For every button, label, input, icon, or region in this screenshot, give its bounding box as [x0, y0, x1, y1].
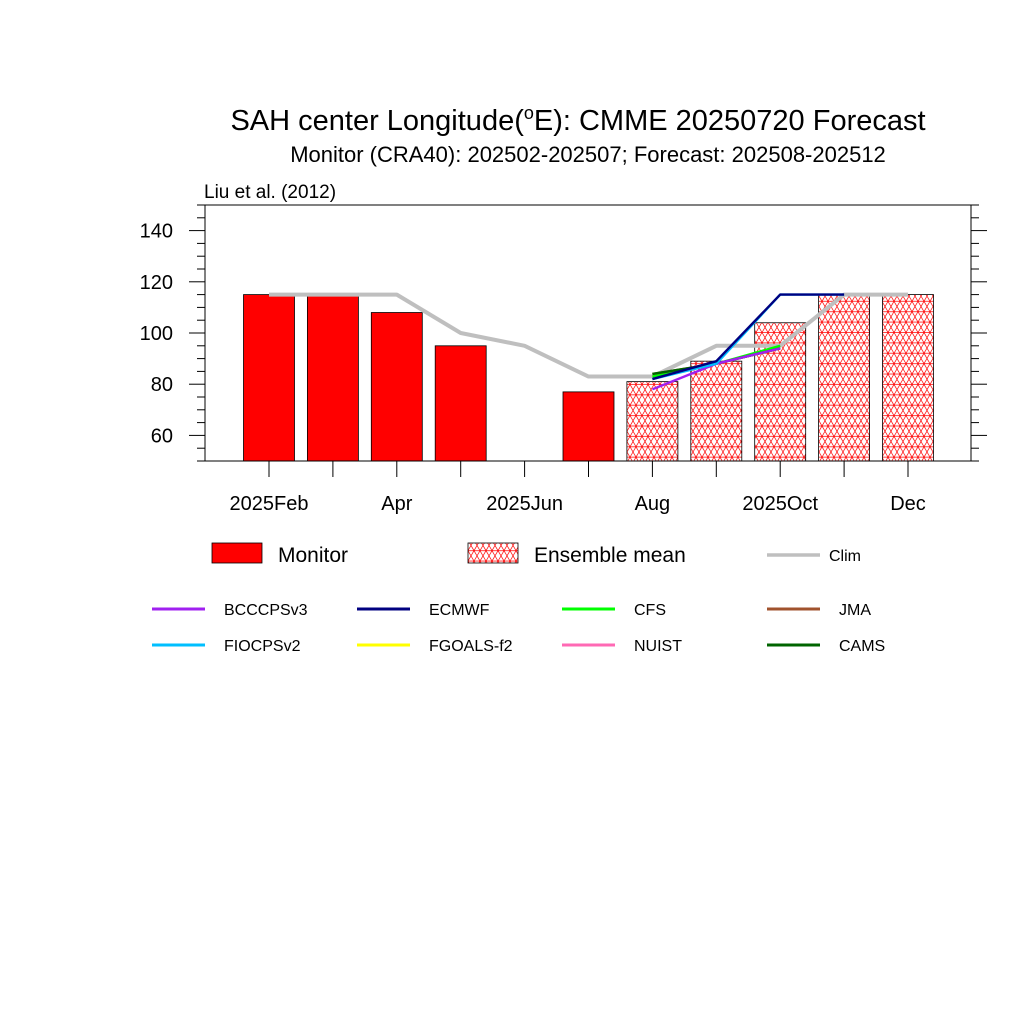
model-legend: BCCCPSv3 ECMWF CFS JMA FIOCPSv2 FGOALS-f2 NUIS… [152, 602, 885, 655]
legend: Monitor Ensemble mean Clim [211, 542, 861, 567]
ensemble-mean-bar [882, 294, 934, 462]
x-tick-label: 2025Oct [742, 493, 818, 515]
legend-label-fgoals-f2: FGOALS-f2 [429, 638, 513, 655]
y-tick-label: 80 [151, 374, 173, 396]
ensemble-mean-bar [626, 381, 679, 462]
x-tick-label: Dec [890, 493, 926, 515]
model-line-fiocpsv2 [652, 293, 845, 381]
x-tick-label: 2025Jun [486, 493, 563, 515]
legend-clim-label: Clim [829, 548, 861, 565]
legend-monitor-label: Monitor [278, 544, 348, 567]
legend-label-fiocpsv2: FIOCPSv2 [224, 638, 301, 655]
axes-layer: 60 80 100 120 140 2025Feb Apr 2025Jun Aug 2025Oct… [140, 204, 987, 515]
x-tick-label: Apr [381, 493, 412, 515]
models-layer [651, 293, 845, 391]
y-tick-label: 100 [140, 323, 173, 345]
legend-label-cams: CAMS [839, 638, 885, 655]
legend-label-ecmwf: ECMWF [429, 602, 490, 619]
model-line-ecmwf [652, 293, 845, 381]
legend-label-jma: JMA [839, 602, 871, 619]
monitor-bar [562, 391, 615, 462]
x-tick-label: Aug [635, 493, 671, 515]
chart-subtitle: Monitor (CRA40): 202502-202507; Forecast… [290, 142, 886, 167]
monitor-bar [434, 345, 487, 462]
legend-ensemble-swatch [467, 542, 519, 564]
corner-label: Liu et al. (2012) [204, 182, 336, 203]
clim-line [269, 292, 908, 379]
ensemble-mean-bar [818, 294, 870, 462]
monitor-bar [306, 294, 359, 462]
y-tick-label: 140 [140, 221, 173, 243]
ensemble-mean-bar [690, 360, 743, 462]
monitor-bar [370, 312, 423, 462]
y-tick-label: 120 [140, 272, 173, 294]
legend-label-cfs: CFS [634, 602, 666, 619]
x-tick-label: 2025Feb [230, 493, 309, 515]
chart-title: SAH center Longitude(oE): CMME 20250720 … [230, 103, 925, 137]
legend-ensemble-label: Ensemble mean [534, 544, 686, 567]
legend-label-nuist: NUIST [634, 638, 682, 655]
monitor-bar [243, 294, 295, 462]
y-tick-label: 60 [151, 425, 173, 447]
legend-monitor-swatch [211, 542, 263, 564]
clim-layer [269, 292, 908, 379]
legend-label-bcccpsv3: BCCCPSv3 [224, 602, 308, 619]
